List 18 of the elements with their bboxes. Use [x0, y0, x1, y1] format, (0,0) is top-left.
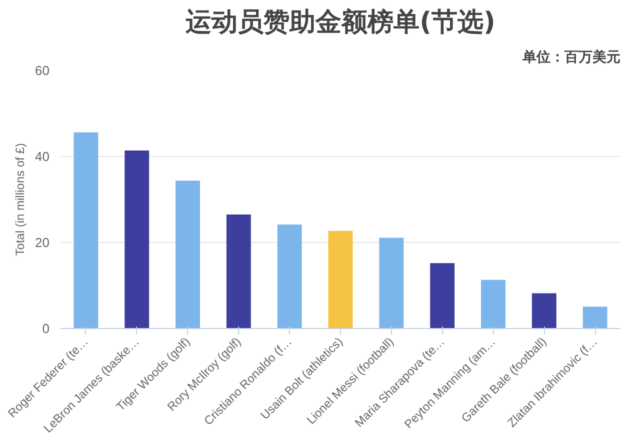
chart-title: 运动员赞助金额榜单(节选) [184, 8, 496, 38]
chart-subtitle: 单位：百万美元 [522, 48, 620, 66]
bar [532, 293, 556, 328]
bar [328, 230, 353, 328]
y-tick-label: 60 [35, 63, 50, 78]
y-tick-label: 20 [35, 235, 50, 250]
bar [74, 132, 98, 328]
bar [277, 224, 302, 328]
bar [582, 306, 608, 328]
bar [481, 280, 506, 328]
y-axis-title: Total (in millions of £) [13, 143, 28, 256]
y-tick-label: 40 [35, 149, 50, 164]
bar [176, 180, 200, 328]
bar [379, 238, 404, 328]
y-tick-label: 0 [42, 321, 50, 336]
bar [226, 214, 251, 328]
bar [430, 263, 455, 328]
bar [124, 150, 150, 328]
